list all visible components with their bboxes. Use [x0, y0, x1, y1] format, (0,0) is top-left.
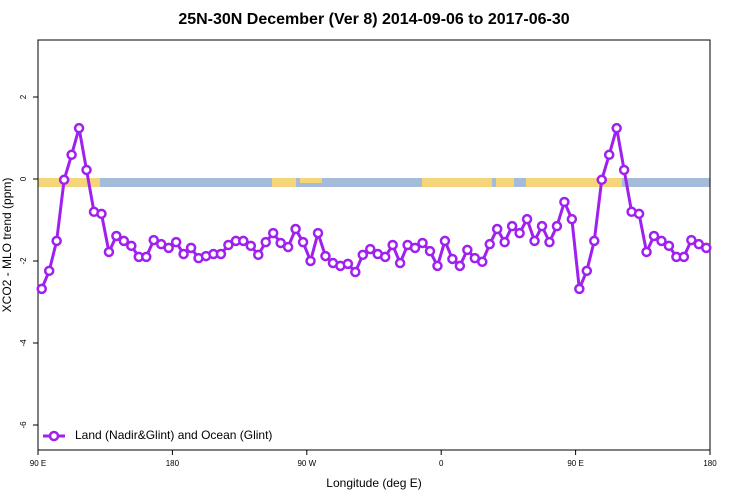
- data-point: [170, 236, 182, 248]
- x-tick-label: 180: [166, 459, 180, 468]
- data-point: [521, 213, 533, 225]
- data-point: [245, 240, 257, 252]
- data-point: [678, 251, 690, 263]
- data-point: [126, 240, 137, 252]
- data-point: [574, 283, 585, 295]
- x-tick-label: 0: [439, 459, 444, 468]
- data-point: [178, 248, 189, 260]
- data-point: [320, 250, 331, 262]
- data-point: [51, 235, 62, 247]
- data-point: [223, 239, 234, 251]
- data-point: [141, 251, 152, 263]
- y-tick-label: 2: [19, 94, 28, 99]
- data-point: [529, 235, 540, 247]
- data-point: [148, 234, 159, 246]
- data-point: [43, 265, 55, 277]
- data-point: [312, 227, 324, 239]
- data-point: [603, 149, 615, 161]
- data-point: [73, 122, 85, 134]
- x-tick-label: 90 E: [30, 459, 46, 468]
- data-point: [477, 256, 488, 268]
- data-point: [163, 242, 174, 254]
- y-axis-label: XCO2 - MLO trend (ppm): [0, 178, 14, 313]
- y-tick-label: -2: [19, 257, 28, 265]
- data-point: [290, 223, 301, 235]
- data-point: [58, 174, 70, 186]
- data-point: [409, 242, 421, 254]
- data-point: [215, 248, 227, 260]
- plot-frame: [37, 39, 711, 451]
- data-point: [66, 149, 77, 161]
- data-point: [253, 249, 264, 261]
- data-point: [514, 227, 525, 239]
- data-point: [618, 164, 630, 176]
- data-point: [103, 246, 115, 258]
- data-point: [589, 235, 600, 247]
- data-point: [491, 223, 503, 235]
- data-point: [439, 235, 451, 247]
- data-point: [417, 237, 428, 249]
- data-point: [663, 240, 675, 252]
- data-point: [118, 235, 130, 247]
- data-point: [581, 265, 593, 277]
- data-point: [185, 242, 197, 254]
- data-point: [633, 208, 645, 220]
- data-point: [267, 227, 279, 239]
- data-point: [365, 243, 376, 255]
- data-point: [357, 249, 369, 261]
- data-point: [648, 230, 660, 242]
- data-point: [297, 236, 309, 248]
- data-point: [701, 242, 712, 254]
- data-point: [96, 208, 107, 220]
- data-point: [544, 236, 555, 248]
- y-tick-label: 0: [19, 176, 28, 181]
- data-point: [656, 235, 667, 247]
- data-point: [551, 220, 563, 232]
- data-point: [282, 241, 294, 253]
- data-point: [238, 235, 249, 247]
- data-point: [350, 266, 361, 278]
- x-tick-label: 90 E: [567, 459, 583, 468]
- data-point: [447, 253, 458, 265]
- data-point: [686, 234, 697, 246]
- data-point: [81, 164, 92, 176]
- data-point: [641, 246, 652, 258]
- data-point: [260, 236, 271, 248]
- data-point: [536, 220, 548, 232]
- data-point: [432, 260, 443, 272]
- data-point: [424, 245, 436, 257]
- data-point: [506, 220, 518, 232]
- chart-title: 25N-30N December (Ver 8) 2014-09-06 to 2…: [178, 11, 569, 28]
- data-point: [566, 213, 578, 225]
- data-point: [111, 230, 122, 242]
- data-point: [559, 196, 570, 208]
- data-point: [394, 257, 406, 269]
- surface-band: [38, 178, 710, 187]
- data-point: [305, 255, 316, 267]
- data-point: [462, 244, 473, 256]
- data-point: [484, 238, 495, 250]
- data-point: [596, 174, 607, 186]
- data-point: [379, 251, 391, 263]
- data-point: [387, 239, 398, 251]
- data-point: [611, 122, 622, 134]
- legend-marker: [48, 430, 60, 442]
- data-point: [342, 258, 354, 270]
- data-point: [454, 260, 466, 272]
- x-axis-label: Longitude (deg E): [326, 476, 421, 490]
- x-tick-label: 90 W: [297, 459, 316, 468]
- y-tick-label: -4: [19, 339, 28, 347]
- data-point: [499, 236, 510, 248]
- data-point: [275, 237, 286, 249]
- y-tick-label: -6: [19, 421, 28, 429]
- data-point: [36, 283, 47, 295]
- x-tick-label: 180: [703, 459, 717, 468]
- legend-label: Land (Nadir&Glint) and Ocean (Glint): [75, 428, 272, 442]
